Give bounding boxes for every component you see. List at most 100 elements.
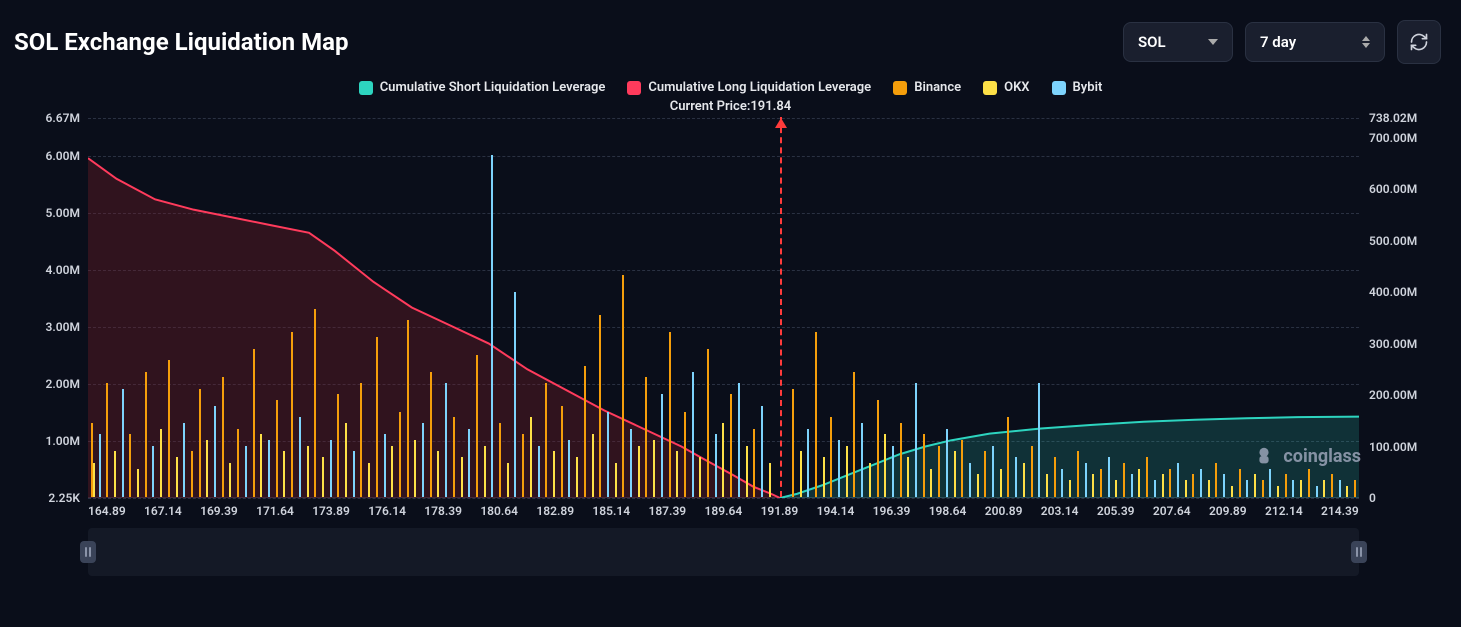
liquidation-bar [93, 463, 95, 497]
liquidation-bar [176, 457, 178, 497]
legend-item[interactable]: Binance [893, 80, 961, 95]
liquidation-bar [445, 383, 447, 497]
legend-label: Bybit [1073, 80, 1103, 95]
liquidation-bar [430, 372, 432, 497]
legend-label: Cumulative Long Liquidation Leverage [648, 80, 871, 95]
x-tick: 178.39 [424, 504, 462, 518]
liquidation-bars [88, 118, 1359, 497]
liquidation-bar [1339, 480, 1341, 497]
refresh-button[interactable] [1397, 20, 1441, 64]
y-left-tick: 6.00M [46, 149, 80, 163]
liquidation-bar [437, 451, 439, 497]
x-tick: 164.89 [88, 504, 126, 518]
x-tick: 207.64 [1153, 504, 1191, 518]
liquidation-bar [977, 474, 979, 497]
x-tick: 182.89 [536, 504, 574, 518]
y-right-tick: 400.00M [1369, 285, 1417, 299]
liquidation-bar [199, 389, 201, 497]
liquidation-bar [345, 423, 347, 497]
liquidation-bar [699, 457, 701, 497]
liquidation-bar [1000, 469, 1002, 497]
liquidation-bar [884, 434, 886, 497]
zoom-handle-right[interactable] [1351, 541, 1367, 563]
liquidation-bar [461, 457, 463, 497]
liquidation-bar [853, 372, 855, 497]
liquidation-bar [114, 451, 116, 497]
x-tick: 191.89 [761, 504, 799, 518]
liquidation-bar [330, 440, 332, 497]
zoom-handle-left[interactable] [80, 541, 96, 563]
liquidation-bar [291, 332, 293, 497]
x-tick: 171.64 [256, 504, 294, 518]
liquidation-bar [268, 440, 270, 497]
liquidation-bar [283, 451, 285, 497]
y-right-tick: 300.00M [1369, 337, 1417, 351]
liquidation-bar [1277, 486, 1279, 497]
y-right-tick: 0 [1369, 491, 1376, 505]
liquidation-bar [1131, 474, 1133, 497]
y-right-tick: 700.00M [1369, 131, 1417, 145]
range-select[interactable]: 7 day [1245, 22, 1385, 62]
legend-swatch [983, 81, 997, 95]
liquidation-bar [1300, 480, 1302, 497]
x-tick: 212.14 [1265, 504, 1303, 518]
x-tick: 214.39 [1321, 504, 1359, 518]
legend-label: Cumulative Short Liquidation Leverage [380, 80, 606, 95]
y-right-tick: 500.00M [1369, 234, 1417, 248]
liquidation-bar [299, 417, 301, 497]
plot-area[interactable] [88, 118, 1359, 498]
y-left-tick: 1.00M [46, 434, 80, 448]
liquidation-bar [276, 400, 278, 497]
legend-item[interactable]: Bybit [1052, 80, 1103, 95]
liquidation-bar [969, 463, 971, 497]
y-left-tick: 3.00M [46, 320, 80, 334]
x-tick: 198.64 [929, 504, 967, 518]
liquidation-bar [1023, 463, 1025, 497]
legend-item[interactable]: OKX [983, 80, 1029, 95]
liquidation-bar [1077, 451, 1079, 497]
liquidation-bar [399, 412, 401, 497]
liquidation-bar [607, 412, 609, 497]
liquidation-bar [1239, 469, 1241, 497]
liquidation-bar [514, 292, 516, 497]
liquidation-bar [568, 440, 570, 497]
liquidation-bar [715, 434, 717, 497]
liquidation-bar [1185, 480, 1187, 497]
liquidation-bar [384, 434, 386, 497]
liquidation-bar [938, 446, 940, 497]
liquidation-bar [638, 446, 640, 497]
legend-item[interactable]: Cumulative Short Liquidation Leverage [359, 80, 606, 95]
watermark: coinglass [1253, 445, 1361, 467]
current-price-value: 191.84 [750, 99, 791, 114]
liquidation-bar [422, 423, 424, 497]
liquidation-bar [761, 406, 763, 497]
liquidation-bar [807, 429, 809, 497]
liquidation-bar [1254, 474, 1256, 497]
liquidation-bar [730, 394, 732, 497]
legend-swatch [627, 81, 641, 95]
liquidation-bar [368, 463, 370, 497]
x-tick: 200.89 [985, 504, 1023, 518]
liquidation-bar [407, 320, 409, 497]
x-tick: 173.89 [312, 504, 350, 518]
current-price-prefix: Current Price: [670, 99, 751, 114]
symbol-select[interactable]: SOL [1123, 22, 1233, 62]
liquidation-bar [892, 446, 894, 497]
liquidation-bar [1100, 469, 1102, 497]
y-left-axis: 6.67M6.00M5.00M4.00M3.00M2.00M1.00M2.25K [14, 118, 80, 498]
legend-item[interactable]: Cumulative Long Liquidation Leverage [627, 80, 871, 95]
liquidation-bar [1231, 486, 1233, 497]
zoom-scrollbar[interactable] [88, 528, 1359, 576]
x-tick: 180.64 [480, 504, 518, 518]
liquidation-bar [453, 417, 455, 497]
liquidation-bar [1177, 463, 1179, 497]
liquidation-bar [1162, 474, 1164, 497]
liquidation-bar [106, 383, 108, 497]
liquidation-bar [1092, 474, 1094, 497]
y-right-axis: 738.02M700.00M600.00M500.00M400.00M300.0… [1369, 118, 1447, 498]
liquidation-bar [145, 372, 147, 497]
liquidation-bar [584, 366, 586, 497]
y-left-tick: 2.25K [48, 491, 80, 505]
liquidation-bar [353, 451, 355, 497]
legend-label: Binance [914, 80, 961, 95]
